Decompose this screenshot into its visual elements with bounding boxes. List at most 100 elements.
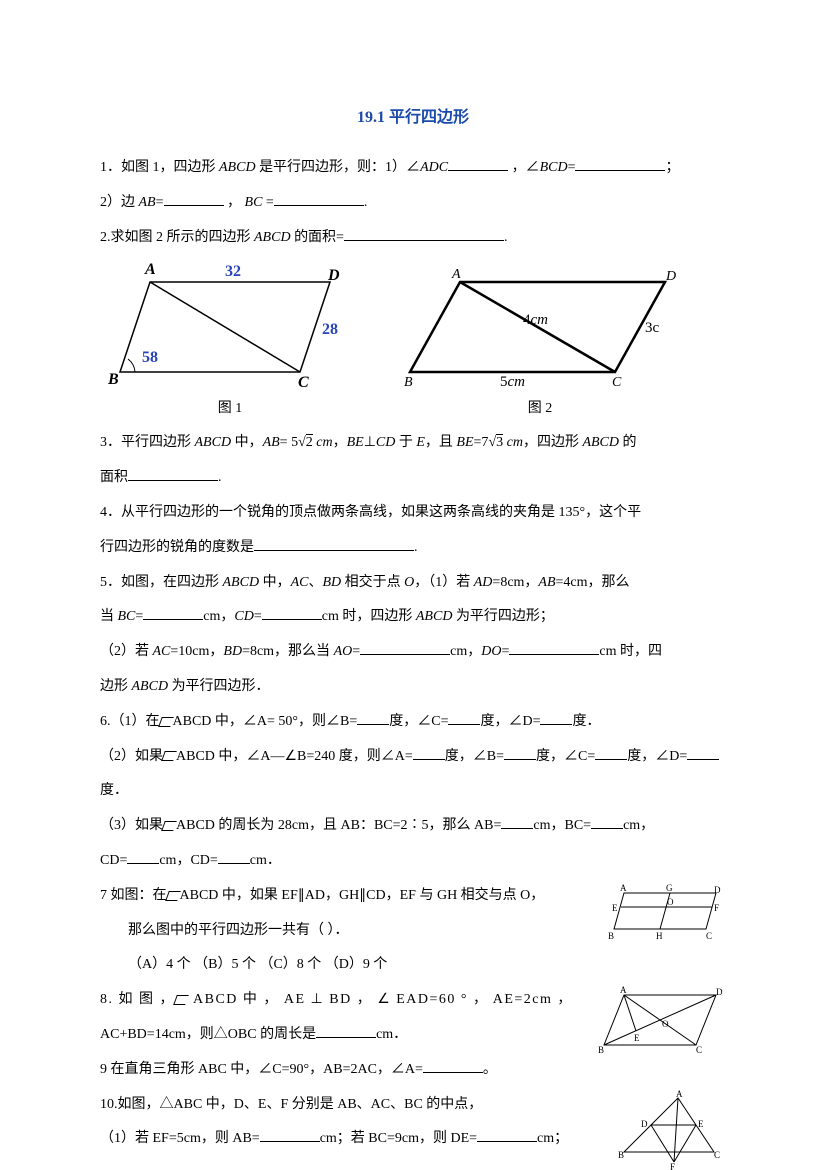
lbl: C [696,1045,702,1055]
t: =8cm，那么当 [242,644,334,659]
q3-abcd2: ABCD [582,435,619,450]
q1-adc: ADC [420,160,448,175]
blank [413,746,445,760]
q1b-eq2: = [262,195,273,210]
t: cm， [450,644,481,659]
t: cm 时，四边形 [322,609,416,624]
blank [254,537,414,551]
figure-7-svg: A G D B H C E F O [606,881,726,941]
q3-perp: ⊥ [364,435,376,450]
q1b-suf: . [364,195,368,210]
q3-suf: 的 [619,435,637,450]
lbl: F [714,903,719,913]
lbl: D [716,987,723,997]
q3-ab: AB [263,435,280,450]
parallelogram-icon [161,821,177,831]
blank [509,641,599,655]
fig1-right: 28 [322,321,338,338]
t: ABCD [223,575,260,590]
t: 当 [100,609,118,624]
blank [448,157,508,171]
t: （2）若 [100,644,153,659]
lbl: C [706,931,712,941]
fig2-A: A [451,267,461,282]
blank [260,1128,320,1142]
t: DO [481,644,501,659]
q10-l1: 10.如图，△ABC 中，D、E、F 分别是 AB、AC、BC 的中点， [100,1090,606,1121]
lbl: E [612,903,618,913]
q9: 9 在直角三角形 ABC 中，∠C=90°，AB=2AC，∠A=。 [100,1055,586,1086]
q3-e2: =7 [474,435,489,450]
question-3: 3．平行四边形 ABCD 中，AB= 5√2 cm，BE⊥CD 于 E，且 BE… [100,428,726,459]
parallelogram-icon [173,995,189,1005]
fig2-B: B [404,375,413,390]
question-1b: 2）边 AB= ， BC =. [100,188,726,219]
question-5-l2: 当 BC=cm，CD=cm 时，四边形 ABCD 为平行四边形； [100,602,726,633]
t: CD [234,609,253,624]
t: O [404,575,414,590]
q1-text: 1．如图 1，四边形 [100,160,219,175]
q3-m3: ，四边形 [523,435,583,450]
lbl: A [620,985,627,995]
sqrt2: √2 [298,434,313,450]
q1-suf: ； [665,160,679,175]
figure-10-svg: A B C D E F [616,1090,726,1170]
question-8: 8. 如 图 ， ABCD 中 ， AE ⊥ BD ， ∠ EAD=60 ° ，… [100,985,726,1089]
blank [128,467,218,481]
question-7: 7 如图：在ABCD 中，如果 EF∥AD，GH∥CD，EF 与 GH 相交与点… [100,881,726,985]
lbl: E [634,1033,640,1043]
t: ，（1）若 [414,575,474,590]
figure-1: A D B C 32 28 58 图 1 [100,262,360,425]
t: = [135,609,143,624]
fig2-D: D [665,269,676,284]
t: cm， [203,609,234,624]
q8-l2: AC+BD=14cm，则△OBC 的周长是cm． [100,1020,586,1051]
q3-cm1: cm [313,435,333,450]
fig1-A: A [144,262,156,278]
q10-l2: （1）若 EF=5cm，则 AB=cm；若 BC=9cm，则 DE=cm； [100,1124,606,1155]
q3-be: BE [347,435,364,450]
blank [274,192,364,206]
q1b-sep: ， [224,195,245,210]
question-5-l4: 边形 ABCD 为平行四边形． [100,672,726,703]
t: =4cm，那么 [556,575,630,590]
t: 为平行四边形； [452,609,554,624]
t: BD [223,644,242,659]
lbl: B [598,1045,604,1055]
blank [540,711,572,725]
t: AB [538,575,555,590]
q3-abcd: ABCD [195,435,232,450]
t: BD [322,575,341,590]
lbl: C [714,1150,720,1160]
blank [344,227,504,241]
fig1-angle: 58 [142,349,158,366]
t: 5．如图，在四边形 [100,575,223,590]
q7-l2: 那么图中的平行四边形一共有（ ）． [100,916,596,947]
fig2-C: C [612,375,622,390]
q8-l1: 8. 如 图 ， ABCD 中 ， AE ⊥ BD ， ∠ EAD=60 ° ，… [100,985,586,1016]
question-5-l1: 5．如图，在四边形 ABCD 中，AC、BD 相交于点 O，（1）若 AD=8c… [100,568,726,599]
parallelogram-icon [158,717,174,727]
t: = [352,644,360,659]
q1-t2: 是平行四边形，则：1）∠ [256,160,421,175]
fig1-C: C [298,374,309,391]
question-4-l1: 4．从平行四边形的一个锐角的顶点做两条高线，如果这两条高线的夹角是 135°，这… [100,498,726,529]
question-6-1: 6.（1）在ABCD 中，∠A= 50°，则∠B=度，∠C=度，∠D=度． [100,707,726,738]
t: AC [291,575,309,590]
q2-pre: 2.求如图 2 所示的四边形 [100,230,254,245]
blank [591,815,623,829]
lbl: G [666,883,673,893]
question-1: 1．如图 1，四边形 ABCD 是平行四边形，则：1）∠ADC ，∠BCD=； [100,153,726,184]
fig1-D: D [327,267,340,284]
t: 边形 [100,679,132,694]
blank [595,746,627,760]
t: BC [118,609,136,624]
q1b-ab: AB [139,195,156,210]
question-4-l2: 行四边形的锐角的度数是. [100,533,726,564]
q1-bcd: BCD [540,160,568,175]
t: AD [474,575,493,590]
lbl: F [670,1162,675,1170]
lbl: B [608,931,614,941]
lbl: O [667,897,674,907]
question-6-3: （3）如果ABCD 的周长为 28cm，且 AB：BC=2∶5，那么 AB=cm… [100,811,726,842]
